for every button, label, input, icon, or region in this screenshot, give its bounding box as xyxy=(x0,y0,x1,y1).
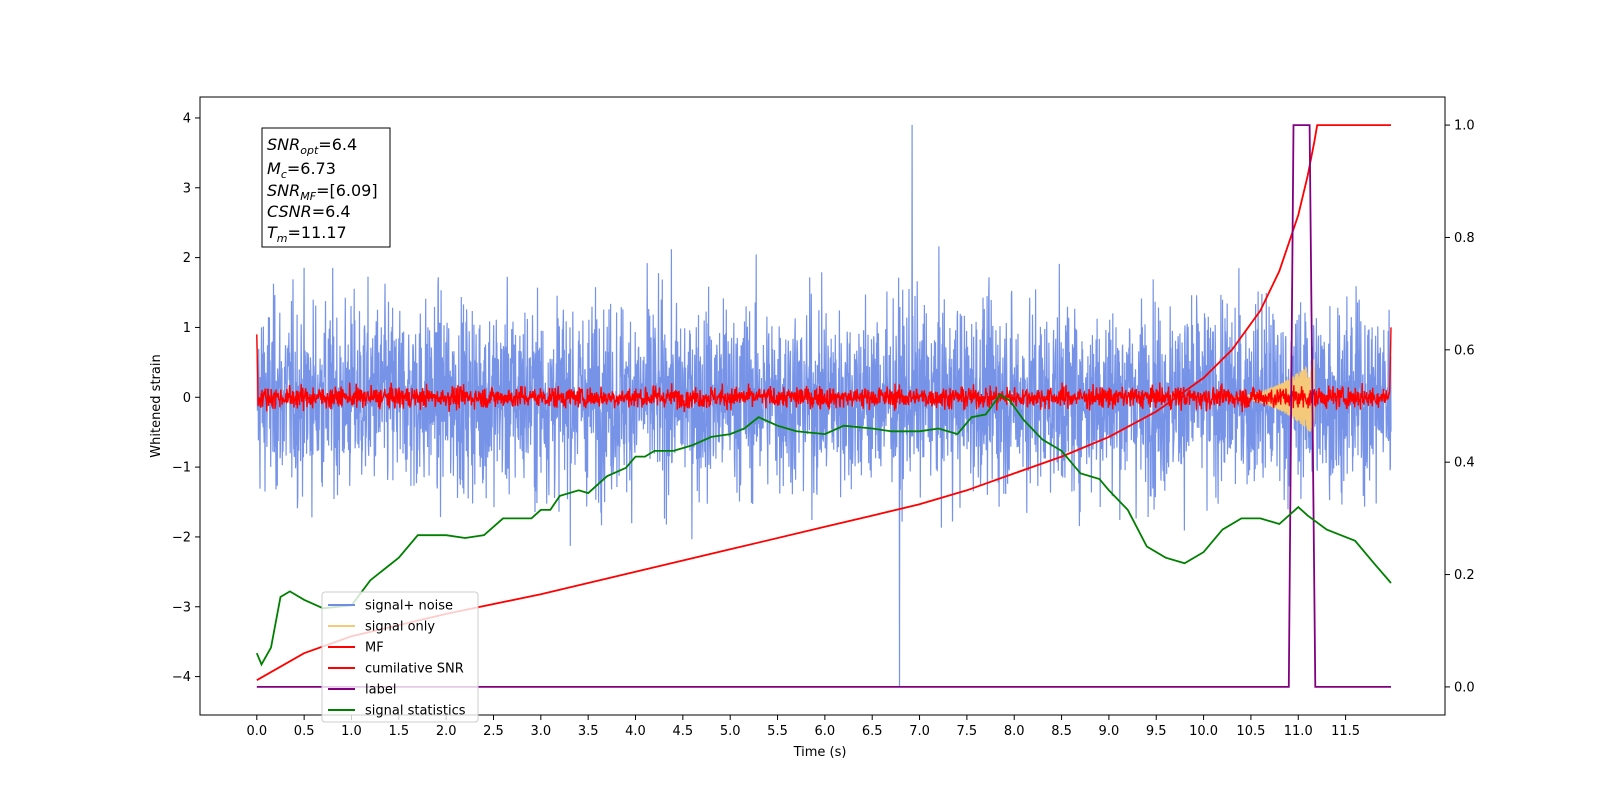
tm-value: =11.17 xyxy=(288,223,347,242)
x-tick-label: 2.5 xyxy=(483,724,504,739)
tm-name: T xyxy=(267,223,278,242)
legend-label: cumilative SNR xyxy=(365,662,464,677)
legend-label: signal only xyxy=(365,620,435,635)
y2-tick-label: 0.6 xyxy=(1454,343,1475,358)
y-axis-label: Whitened strain xyxy=(149,354,164,457)
snr-opt-value: =6.4 xyxy=(318,135,357,154)
svg-text:Tm=11.17: Tm=11.17 xyxy=(267,223,347,245)
csnr-value: =6.4 xyxy=(312,202,351,221)
x-axis-label: Time (s) xyxy=(793,745,847,760)
x-tick-label: 1.5 xyxy=(388,724,409,739)
x-tick-label: 11.5 xyxy=(1331,724,1360,739)
snr-opt-name: SNR xyxy=(267,135,300,154)
y2-tick-label: 0.2 xyxy=(1454,568,1475,583)
x-tick-label: 7.5 xyxy=(957,724,978,739)
svg-text:SNRopt=6.4: SNRopt=6.4 xyxy=(267,135,357,157)
y-tick-label: 3 xyxy=(183,181,191,196)
x-tick-label: 2.0 xyxy=(436,724,457,739)
legend: signal+ noise signal only MF cumilative SNR… xyxy=(321,591,479,723)
y-tick-label: 1 xyxy=(183,321,191,336)
x-tick-label: 0.0 xyxy=(246,724,267,739)
y2-tick-label: 0.4 xyxy=(1454,456,1475,471)
x-tick-label: 6.0 xyxy=(815,724,836,739)
x-tick-label: 8.0 xyxy=(1004,724,1025,739)
legend-label: MF xyxy=(365,641,384,656)
y-tick-label: −1 xyxy=(172,461,191,476)
svg-text:Mc=6.73: Mc=6.73 xyxy=(267,159,336,181)
y-tick-label: 4 xyxy=(183,111,191,126)
mc-sub: c xyxy=(281,168,287,181)
x-tick-label: 3.5 xyxy=(578,724,599,739)
x-tick-label: 7.0 xyxy=(909,724,930,739)
series-mf xyxy=(256,327,1392,413)
tm-sub: m xyxy=(277,232,288,245)
y-tick-label: 2 xyxy=(183,251,191,266)
snr-opt-sub: opt xyxy=(300,144,319,157)
x-tick-label: 11.0 xyxy=(1284,724,1313,739)
y-tick-label: −2 xyxy=(172,530,191,545)
x-tick-label: 4.5 xyxy=(673,724,694,739)
series-label xyxy=(256,124,1391,688)
mc-name: M xyxy=(267,159,281,178)
series-cumulative-snr xyxy=(256,124,1391,681)
series-signal-statistics xyxy=(255,393,1392,667)
x-tick-label: 5.5 xyxy=(767,724,788,739)
csnr-name: CSNR xyxy=(267,202,312,221)
x-tick-label: 8.5 xyxy=(1051,724,1072,739)
x-tick-label: 9.0 xyxy=(1099,724,1120,739)
x-tick-label: 3.0 xyxy=(530,724,551,739)
series-signal-noise xyxy=(256,124,1392,688)
snr-mf-sub: MF xyxy=(300,190,316,203)
mc-value: =6.73 xyxy=(287,159,336,178)
snr-mf-name: SNR xyxy=(267,181,300,200)
y2-tick-label: 1.0 xyxy=(1454,119,1475,134)
y2-tick-label: 0.8 xyxy=(1454,231,1475,246)
plot-frame xyxy=(199,96,1446,716)
x-tick-label: 0.5 xyxy=(294,724,315,739)
x-tick-label: 1.0 xyxy=(341,724,362,739)
x-tick-label: 9.5 xyxy=(1146,724,1167,739)
y-tick-label: −3 xyxy=(172,600,191,615)
x-tick-label: 4.0 xyxy=(625,724,646,739)
x-tick-label: 6.5 xyxy=(862,724,883,739)
annotation-box: SNRopt=6.4 Mc=6.73 SNRMF=[6.09] CSNR=6.4… xyxy=(261,127,391,248)
x-tick-label: 10.0 xyxy=(1189,724,1218,739)
legend-label: label xyxy=(365,683,396,698)
legend-label: signal+ noise xyxy=(365,599,453,614)
legend-label: signal statistics xyxy=(365,704,466,719)
svg-text:SNRMF=[6.09]: SNRMF=[6.09] xyxy=(267,181,378,203)
x-tick-label: 10.5 xyxy=(1236,724,1265,739)
svg-text:CSNR=6.4: CSNR=6.4 xyxy=(267,202,351,221)
y-tick-label: 0 xyxy=(183,391,191,406)
x-tick-label: 5.0 xyxy=(720,724,741,739)
y-tick-label: −4 xyxy=(172,670,191,685)
snr-mf-value: =[6.09] xyxy=(316,181,378,200)
y2-tick-label: 0.0 xyxy=(1454,680,1475,695)
